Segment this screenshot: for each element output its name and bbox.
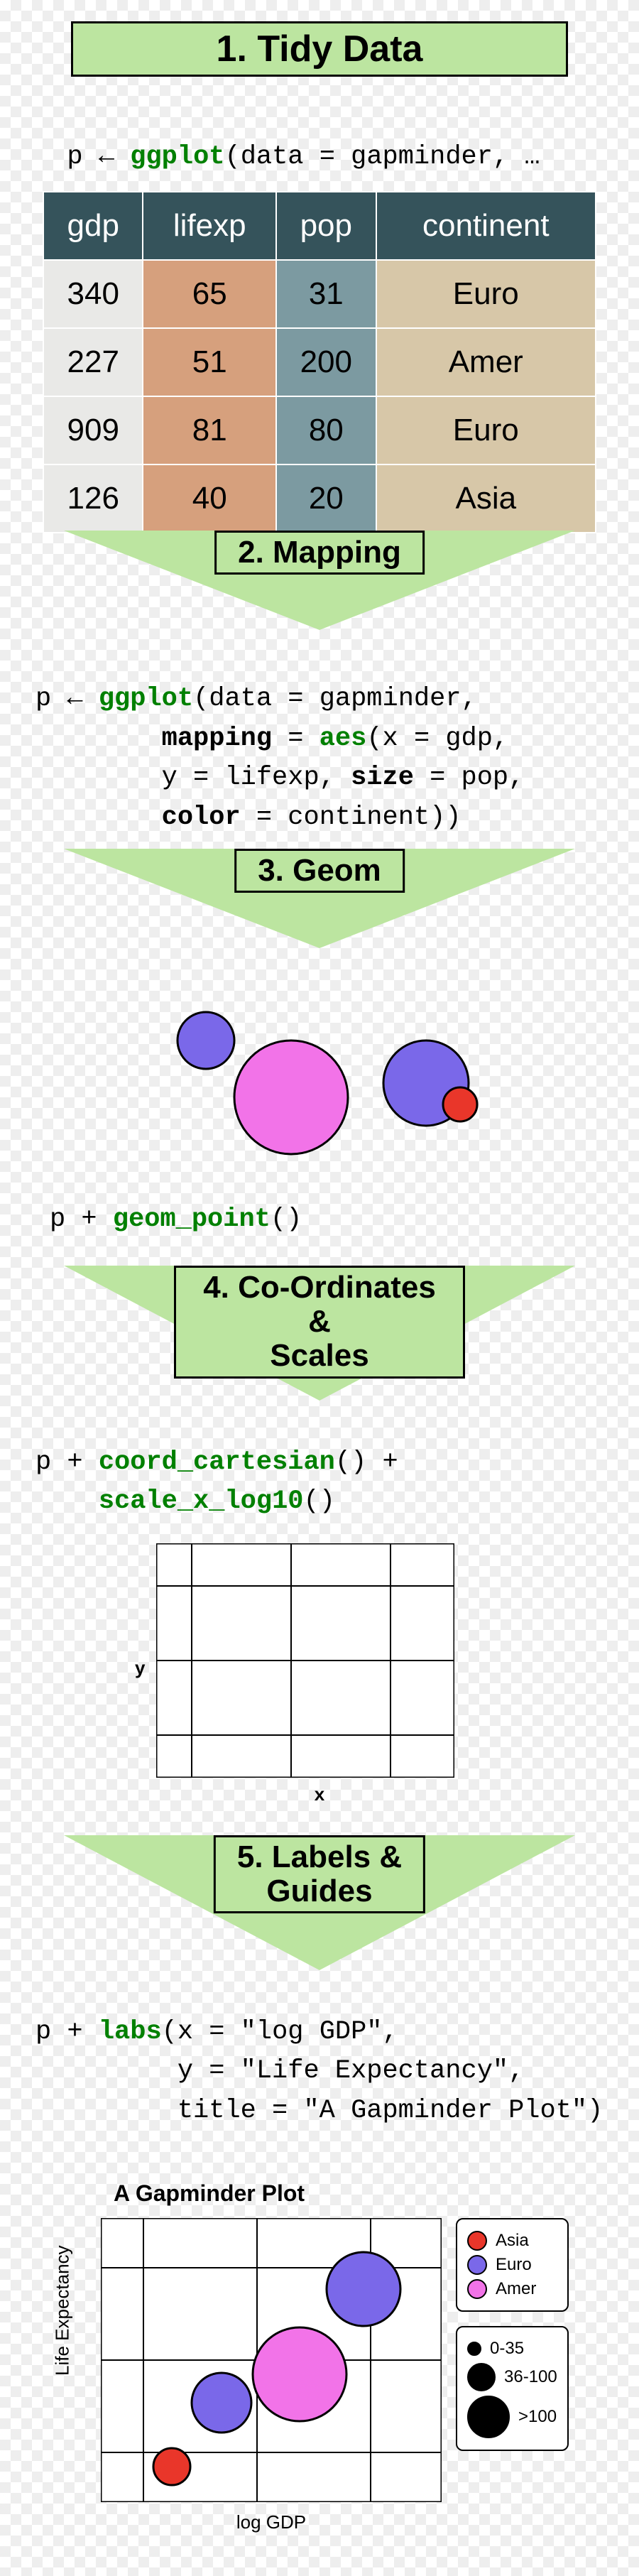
geom-point bbox=[443, 1087, 477, 1121]
col-lifexp: lifexp bbox=[143, 192, 276, 260]
grid-xlabel: x bbox=[315, 1783, 324, 1805]
fn-ggplot: ggplot bbox=[130, 142, 224, 172]
table-row: 3406531Euro bbox=[43, 260, 596, 328]
step4-code: p + coord_cartesian() + scale_x_log10() bbox=[36, 1443, 611, 1522]
step2-code: p ← ggplot(data = gapminder, mapping = a… bbox=[36, 680, 611, 837]
geom-point bbox=[234, 1040, 348, 1154]
geom-point bbox=[178, 1012, 234, 1069]
cell: 200 bbox=[276, 328, 376, 396]
cell: 80 bbox=[276, 396, 376, 464]
legend-label: Amer bbox=[496, 2279, 536, 2299]
cell: 65 bbox=[143, 260, 276, 328]
legend-size-swatch bbox=[467, 2363, 496, 2391]
step1-code: p ← ggplot(data = gapminder, … bbox=[36, 98, 611, 177]
legend-label: >100 bbox=[518, 2407, 557, 2427]
step5-code: p + labs(x = "log GDP", y = "Life Expect… bbox=[36, 2013, 611, 2131]
plot-title: A Gapminder Plot bbox=[114, 2180, 611, 2207]
legend-swatch bbox=[467, 2279, 487, 2299]
plot-point bbox=[153, 2448, 190, 2485]
cell: Euro bbox=[376, 260, 596, 328]
legend-label: Euro bbox=[496, 2255, 532, 2275]
arrow-step5: 5. Labels & Guides bbox=[28, 1835, 611, 1977]
cell: 31 bbox=[276, 260, 376, 328]
plot-xlabel: log GDP bbox=[101, 2511, 442, 2533]
legend-size-swatch bbox=[467, 2342, 481, 2356]
legend-swatch bbox=[467, 2231, 487, 2251]
col-pop: pop bbox=[276, 192, 376, 260]
tidy-data-table: gdplifexppopcontinent 3406531Euro2275120… bbox=[43, 191, 596, 533]
legend-row: Euro bbox=[467, 2255, 557, 2275]
cell: 126 bbox=[43, 464, 143, 533]
col-continent: continent bbox=[376, 192, 596, 260]
legend-label: 36-100 bbox=[504, 2367, 557, 2387]
geom-circles bbox=[28, 969, 611, 1172]
arrow-step4: 4. Co-Ordinates & Scales bbox=[28, 1266, 611, 1408]
legend-swatch bbox=[467, 2255, 487, 2275]
table-row: 1264020Asia bbox=[43, 464, 596, 533]
cell: 51 bbox=[143, 328, 276, 396]
cell: 340 bbox=[43, 260, 143, 328]
plot-point bbox=[327, 2252, 400, 2326]
cell: 20 bbox=[276, 464, 376, 533]
legend-color: Asia Euro Amer bbox=[456, 2218, 569, 2312]
legend-label: Asia bbox=[496, 2231, 529, 2251]
legend-row: >100 bbox=[467, 2396, 557, 2438]
col-gdp: gdp bbox=[43, 192, 143, 260]
step3-code: p + geom_point() bbox=[50, 1200, 611, 1240]
step1-header: 1. Tidy Data bbox=[71, 21, 568, 77]
arrow-step3: 3. Geom bbox=[28, 849, 611, 955]
legend-size: 0-35 36-100 >100 bbox=[456, 2326, 569, 2451]
cell: 40 bbox=[143, 464, 276, 533]
legend-label: 0-35 bbox=[490, 2339, 524, 2359]
legend-row: 36-100 bbox=[467, 2363, 557, 2391]
cell: Asia bbox=[376, 464, 596, 533]
plot-point bbox=[253, 2327, 346, 2421]
plot-point bbox=[192, 2373, 251, 2433]
cell: 81 bbox=[143, 396, 276, 464]
legend-row: Asia bbox=[467, 2231, 557, 2251]
legend-row: Amer bbox=[467, 2279, 557, 2299]
arrow-step2: 2. Mapping bbox=[28, 531, 611, 637]
grid-ylabel: y bbox=[135, 1657, 145, 1679]
cell: 227 bbox=[43, 328, 143, 396]
legend-size-swatch bbox=[467, 2396, 510, 2438]
legend-row: 0-35 bbox=[467, 2339, 557, 2359]
cell: 909 bbox=[43, 396, 143, 464]
table-row: 22751200Amer bbox=[43, 328, 596, 396]
cell: Euro bbox=[376, 396, 596, 464]
table-row: 9098180Euro bbox=[43, 396, 596, 464]
final-plot: A Gapminder Plot Life Expectancy log GDP… bbox=[71, 2180, 611, 2533]
cell: Amer bbox=[376, 328, 596, 396]
plot-ylabel: Life Expectancy bbox=[52, 2245, 74, 2376]
coord-grid: y x bbox=[156, 1543, 483, 1781]
